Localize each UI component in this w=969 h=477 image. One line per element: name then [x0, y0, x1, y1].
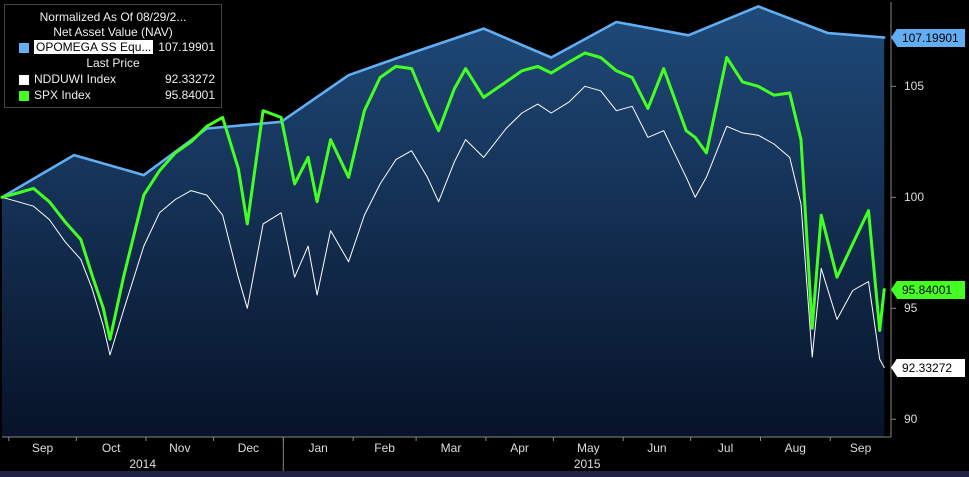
x-tick-label: May [576, 441, 600, 455]
x-tick-label: Jan [308, 441, 328, 455]
x-tick-label: Apr [510, 441, 529, 455]
legend-group-nav: Net Asset Value (NAV) [53, 25, 173, 39]
y-tick-label: 100 [904, 190, 925, 205]
legend-item-opomega[interactable]: OPOMEGA SS Equ... 107.19901 [19, 40, 217, 55]
last-value-label: 107.19901 [897, 28, 965, 47]
legend-swatch-ndduwi [19, 75, 29, 85]
legend-swatch-opomega [19, 43, 29, 53]
x-tick-label: Aug [784, 441, 806, 455]
legend-title: Normalized As Of 08/29/2... [39, 10, 187, 24]
chart-legend: Normalized As Of 08/29/2... Net Asset Va… [4, 4, 222, 108]
x-tick-label: Feb [374, 441, 395, 455]
legend-item-ndduwi[interactable]: NDDUWI Index 92.33272 [19, 72, 217, 87]
legend-group-last-price: Last Price [86, 56, 140, 70]
legend-value-spx: 95.84001 [164, 88, 215, 102]
x-tick-label: Dec [237, 441, 260, 455]
x-tick-label: Nov [169, 441, 191, 455]
x-year-label: 2014 [129, 457, 157, 471]
y-tick-label: 95 [904, 301, 918, 316]
legend-item-spx[interactable]: SPX Index 95.84001 [19, 88, 217, 103]
legend-label-spx: SPX Index [34, 88, 91, 102]
legend-label-ndduwi: NDDUWI Index [34, 72, 117, 86]
y-tick-label: 105 [904, 79, 925, 94]
series-line-spx-index [0, 51, 886, 341]
legend-swatch-spx [19, 91, 29, 101]
x-tick-label: Mar [440, 441, 462, 455]
legend-value-opomega: 107.19901 [158, 40, 215, 54]
last-value-pointer [891, 28, 897, 47]
bottom-bar [0, 471, 969, 477]
legend-value-ndduwi: 92.33272 [164, 72, 215, 86]
nav-area-fill [2, 6, 885, 438]
series-line-opomega-ss-equ [0, 5, 886, 199]
last-value-label: 95.84001 [897, 280, 965, 299]
x-tick-label: Sep [31, 441, 54, 455]
last-value-pointer [891, 358, 897, 377]
series-line-ndduwi-index [1, 85, 885, 368]
x-tick-label: Jul [717, 441, 734, 455]
x-tick-label: Sep [849, 441, 872, 455]
y-tick-label: 90 [904, 412, 918, 427]
legend-label-opomega: OPOMEGA SS Equ... [34, 40, 154, 54]
last-value-pointer [891, 280, 897, 299]
x-tick-label: Jun [647, 441, 667, 455]
x-year-label: 2015 [573, 457, 601, 471]
x-tick-label: Oct [101, 441, 121, 455]
last-value-label: 92.33272 [897, 358, 965, 377]
